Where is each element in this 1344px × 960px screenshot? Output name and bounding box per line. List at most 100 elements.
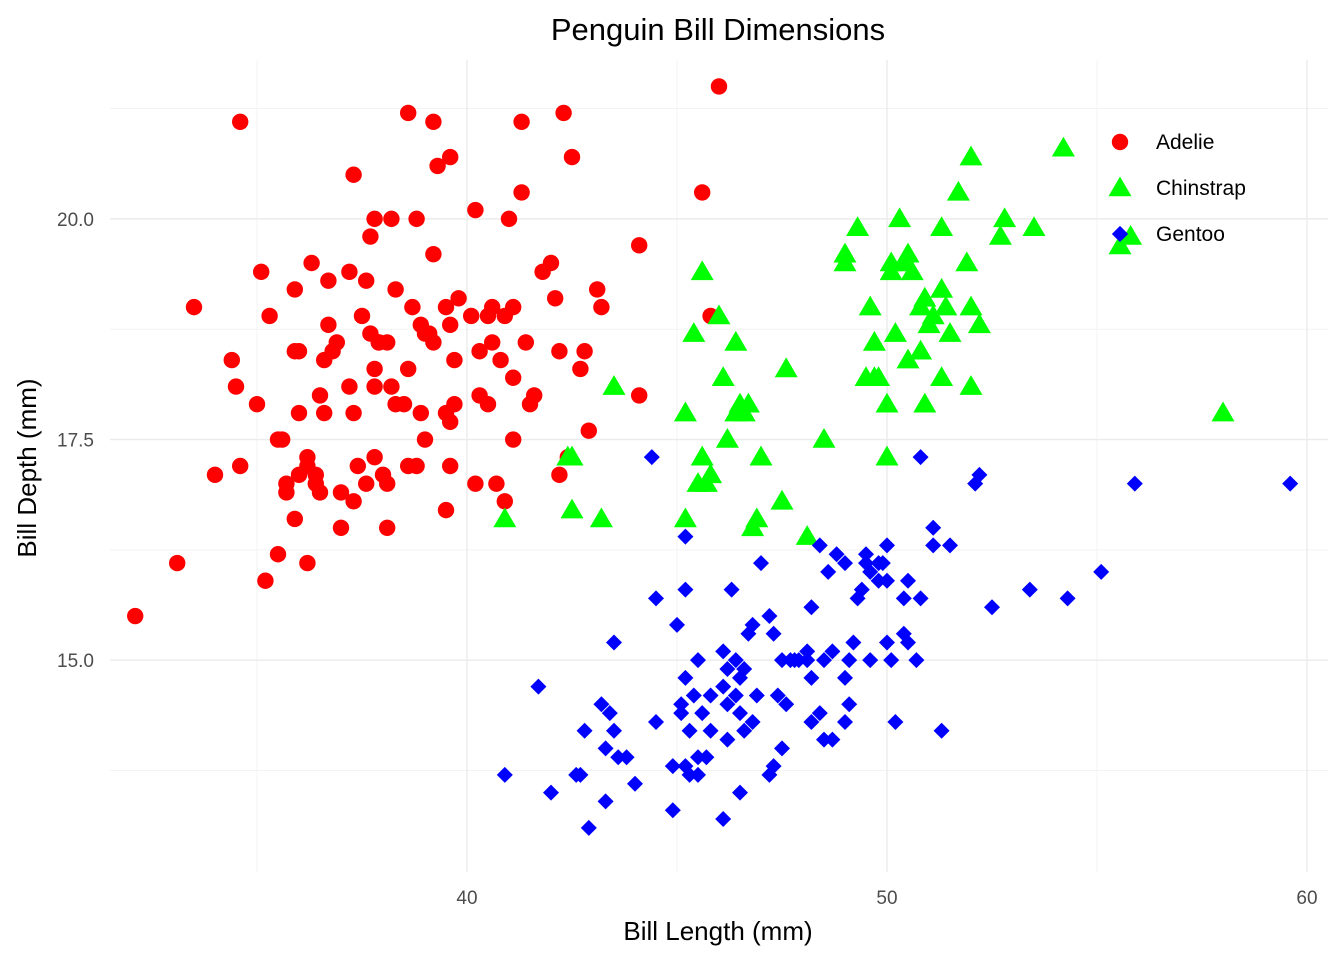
adelie-point bbox=[366, 378, 383, 395]
chinstrap-point bbox=[711, 366, 735, 387]
y-tick-label: 15.0 bbox=[57, 651, 94, 672]
y-axis-label: Bill Depth (mm) bbox=[12, 378, 42, 557]
adelie-point bbox=[425, 113, 442, 130]
gentoo-point bbox=[971, 466, 988, 483]
chinstrap-point bbox=[690, 260, 714, 281]
adelie-point bbox=[400, 104, 417, 122]
chinstrap-point bbox=[833, 242, 857, 263]
adelie-point bbox=[551, 343, 568, 360]
adelie-point bbox=[513, 184, 530, 201]
chinstrap-point bbox=[993, 207, 1017, 228]
adelie-point bbox=[290, 404, 308, 422]
gentoo-point bbox=[824, 643, 841, 660]
legend: Adelie Chinstrap Gentoo bbox=[1108, 131, 1246, 255]
gentoo-point bbox=[883, 652, 900, 669]
gentoo-point bbox=[778, 696, 795, 713]
adelie-point bbox=[185, 298, 203, 316]
adelie-point bbox=[505, 298, 522, 316]
data-points bbox=[127, 78, 1299, 836]
gentoo-point bbox=[627, 775, 643, 792]
adelie-point bbox=[517, 334, 534, 351]
chinstrap-point bbox=[896, 242, 920, 263]
chinstrap-point bbox=[913, 392, 937, 413]
adelie-point bbox=[366, 448, 383, 466]
gentoo-point bbox=[761, 608, 778, 625]
gentoo-point bbox=[681, 766, 698, 783]
chinstrap-point bbox=[749, 445, 773, 466]
legend-key-diamond-icon bbox=[1112, 226, 1128, 242]
chinstrap-point bbox=[493, 507, 517, 528]
x-tick-label: 60 bbox=[1296, 888, 1317, 909]
adelie-point bbox=[496, 493, 513, 510]
adelie-point bbox=[446, 396, 463, 413]
gentoo-point bbox=[853, 581, 870, 598]
gentoo-point bbox=[732, 784, 748, 801]
gentoo-point bbox=[774, 652, 790, 669]
chinstrap-point bbox=[682, 322, 706, 342]
gentoo-point bbox=[669, 616, 685, 633]
chinstrap-point bbox=[909, 339, 933, 360]
gentoo-point bbox=[837, 669, 853, 686]
adelie-point bbox=[442, 457, 459, 475]
gentoo-point bbox=[811, 537, 828, 554]
adelie-point bbox=[484, 298, 501, 316]
adelie-point bbox=[358, 475, 375, 492]
chinstrap-point bbox=[774, 357, 798, 378]
gentoo-point bbox=[727, 687, 744, 704]
gentoo-point bbox=[606, 634, 622, 651]
x-tick-label: 50 bbox=[876, 888, 897, 909]
adelie-point bbox=[542, 254, 560, 272]
adelie-point bbox=[366, 360, 383, 378]
gentoo-point bbox=[677, 581, 694, 598]
adelie-point bbox=[471, 343, 488, 360]
adelie-point bbox=[463, 307, 480, 325]
gentoo-point bbox=[900, 634, 916, 651]
adelie-point bbox=[362, 228, 379, 245]
chinstrap-point bbox=[858, 295, 882, 316]
gentoo-point bbox=[690, 766, 706, 783]
adelie-point bbox=[400, 360, 417, 378]
legend-overlap-triangle-icon bbox=[1108, 234, 1132, 255]
gentoo-point bbox=[719, 731, 736, 748]
gentoo-point bbox=[879, 634, 895, 651]
gentoo-point bbox=[942, 537, 958, 554]
gentoo-point bbox=[769, 687, 786, 704]
adelie-point bbox=[383, 210, 400, 228]
gentoo-point bbox=[690, 652, 706, 669]
gentoo-point bbox=[1093, 563, 1110, 580]
gentoo-point bbox=[925, 519, 942, 536]
adelie-point bbox=[223, 351, 240, 369]
chinstrap-point bbox=[875, 445, 899, 466]
gentoo-point bbox=[824, 731, 841, 748]
gentoo-point bbox=[925, 537, 942, 554]
adelie-point bbox=[467, 201, 484, 219]
gentoo-point bbox=[1282, 475, 1299, 492]
chinstrap-point bbox=[959, 145, 983, 166]
gentoo-point bbox=[811, 705, 828, 722]
chinstrap-point bbox=[930, 366, 954, 387]
gentoo-point bbox=[580, 819, 597, 836]
grid-lines bbox=[110, 60, 1328, 872]
gentoo-point bbox=[837, 555, 853, 572]
gentoo-point bbox=[610, 749, 627, 766]
chinstrap-point bbox=[699, 463, 723, 484]
gentoo-point bbox=[597, 793, 614, 810]
legend-item-adelie: Adelie bbox=[1111, 131, 1214, 154]
gentoo-point bbox=[601, 705, 618, 722]
gentoo-point bbox=[879, 572, 895, 589]
chinstrap-point bbox=[875, 392, 899, 413]
gentoo-point bbox=[664, 802, 681, 819]
gentoo-point bbox=[803, 669, 820, 686]
chinstrap-point bbox=[988, 225, 1012, 245]
legend-item-chinstrap: Chinstrap bbox=[1108, 176, 1246, 200]
adelie-point bbox=[286, 510, 303, 528]
adelie-point bbox=[412, 404, 429, 422]
adelie-point bbox=[341, 378, 358, 395]
gentoo-point bbox=[719, 696, 736, 713]
chinstrap-point bbox=[955, 251, 979, 272]
gentoo-point bbox=[677, 528, 694, 545]
gentoo-point bbox=[895, 590, 912, 607]
chinstrap-point bbox=[946, 180, 970, 201]
adelie-point bbox=[467, 475, 484, 492]
adelie-point bbox=[408, 457, 425, 475]
